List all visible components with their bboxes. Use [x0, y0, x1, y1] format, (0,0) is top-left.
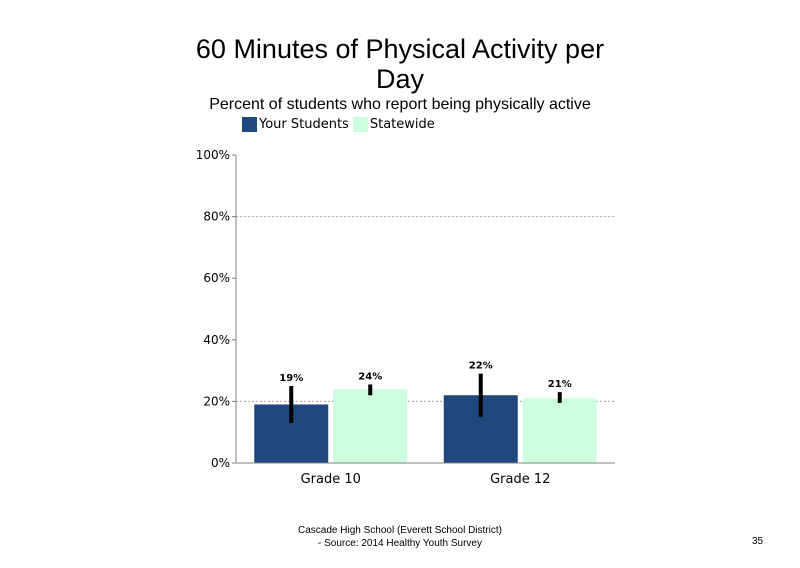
x-category-label-grade-10: Grade 10: [301, 472, 361, 487]
legend-item-your-students: Your Students: [242, 117, 349, 132]
footer-source: Cascade High School (Everett School Dist…: [250, 524, 550, 550]
legend-item-statewide: Statewide: [352, 117, 435, 132]
y-tick-label-60: 60%: [203, 271, 230, 285]
y-tick-label-0: 0%: [211, 456, 230, 470]
x-category-label-grade-12: Grade 12: [490, 472, 550, 487]
bar-statewide-grade-10: [333, 389, 408, 463]
y-tick-label-80: 80%: [203, 210, 230, 224]
data-label-statewide-grade-12: 21%: [548, 379, 572, 390]
legend-label-your-students: Your Students: [259, 117, 349, 132]
chart-subtitle: Percent of students who report being phy…: [209, 96, 591, 113]
chart-title-line2: Day: [375, 64, 424, 94]
chart-title: 60 Minutes of Physical Activity per Day: [150, 34, 650, 94]
y-tick-label-100: 100%: [196, 148, 230, 162]
legend-swatch-your-students: [242, 117, 257, 132]
legend-swatch-statewide: [352, 117, 368, 132]
page-number: 35: [752, 536, 764, 547]
chart-title-line1: 60 Minutes of Physical Activity per: [195, 34, 605, 64]
y-tick-label-40: 40%: [203, 333, 230, 347]
data-label-your-students-grade-10: 19%: [279, 373, 303, 384]
chart-legend: Your Students Statewide: [242, 117, 439, 132]
footer-line1: Cascade High School (Everett School Dist…: [298, 525, 502, 536]
data-label-statewide-grade-10: 24%: [358, 371, 382, 382]
footer-line2: - Source: 2014 Healthy Youth Survey: [318, 538, 482, 549]
y-tick-label-20: 20%: [203, 394, 230, 408]
legend-label-statewide: Statewide: [369, 117, 435, 132]
data-label-your-students-grade-12: 22%: [469, 361, 493, 372]
bar-statewide-grade-12: [522, 398, 597, 463]
